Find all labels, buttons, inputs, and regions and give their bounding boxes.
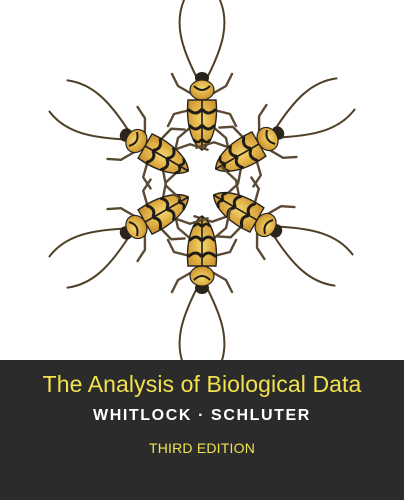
beetle-icon — [39, 65, 213, 205]
title-band — [0, 360, 404, 500]
beetle-icon — [189, 161, 363, 301]
beetle-icon — [166, 0, 238, 158]
book-edition: THIRD EDITION — [148, 440, 256, 456]
beetle-artwork — [39, 0, 365, 360]
book-title: The Analysis of Biological Data — [42, 371, 362, 397]
beetle-icon — [166, 208, 238, 360]
book-authors: WHITLOCK · SCHLUTER — [93, 407, 311, 424]
